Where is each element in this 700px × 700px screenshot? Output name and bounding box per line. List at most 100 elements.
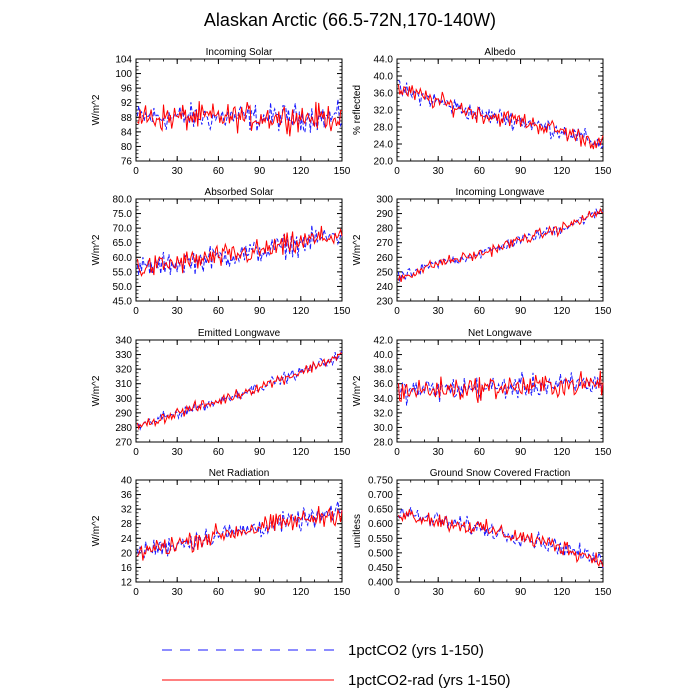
- y-tick-label: 230: [376, 297, 393, 308]
- x-tick-label: 0: [133, 587, 139, 598]
- x-tick-label: 90: [254, 587, 266, 598]
- x-tick-label: 120: [553, 306, 570, 317]
- y-axis-label: unitless: [352, 514, 363, 548]
- x-tick-label: 60: [474, 306, 486, 317]
- y-axis-label: W/m^2: [91, 375, 102, 406]
- panel-5: Emitted Longwave W/m^2 0 30 60 90 120 150 270 280…: [91, 328, 351, 458]
- x-tick-label: 120: [292, 587, 309, 598]
- panel-title: Net Longwave: [468, 328, 532, 339]
- x-tick-label: 90: [515, 166, 527, 177]
- y-tick-label: 40: [121, 476, 133, 487]
- y-tick-label: 96: [121, 84, 133, 95]
- x-tick-label: 90: [254, 306, 266, 317]
- x-tick-label: 0: [133, 306, 139, 317]
- y-tick-label: 0.400: [368, 578, 393, 589]
- panel-1: Incoming Solar W/m^2 0 30 60 90 120 150 76 80 84 88…: [91, 47, 351, 177]
- y-tick-label: 28.0: [374, 438, 394, 449]
- x-tick-label: 120: [553, 587, 570, 598]
- x-tick-label: 90: [515, 447, 527, 458]
- panel-2: Albedo % reflected 0 30 60 90 120 150 20.0 24.0 28…: [352, 47, 612, 177]
- series-line-1pctCO2: [398, 79, 604, 150]
- x-tick-label: 30: [172, 447, 184, 458]
- y-tick-label: 76: [121, 157, 133, 168]
- y-tick-label: 260: [376, 253, 393, 264]
- y-tick-label: 280: [376, 224, 393, 235]
- y-tick-label: 80.0: [113, 195, 133, 206]
- y-tick-label: 80: [121, 142, 133, 153]
- x-tick-label: 60: [213, 306, 225, 317]
- y-axis-label: % reflected: [352, 85, 363, 135]
- panel-8: Ground Snow Covered Fraction unitless 0 30 6…: [352, 468, 612, 598]
- y-tick-label: 340: [115, 336, 132, 347]
- legend: 1pctCO2 (yrs 1-150) 1pctCO2-rad (yrs 1-1…: [162, 642, 511, 689]
- y-tick-label: 0.750: [368, 476, 393, 487]
- y-tick-label: 16: [121, 563, 133, 574]
- x-tick-label: 30: [172, 306, 184, 317]
- y-tick-label: 0.550: [368, 534, 393, 545]
- y-tick-label: 75.0: [113, 209, 133, 220]
- y-tick-label: 28.0: [374, 123, 394, 134]
- plot-frame: [135, 198, 343, 302]
- x-tick-label: 60: [213, 166, 225, 177]
- panel-title: Net Radiation: [209, 468, 270, 479]
- y-axis-label: W/m^2: [91, 234, 102, 265]
- series-line-1pctCO2-rad: [397, 509, 604, 568]
- y-tick-label: 24: [121, 534, 133, 545]
- y-tick-label: 104: [115, 55, 132, 66]
- series-line-1pctCO2-rad: [137, 101, 343, 137]
- series-line-1pctCO2-rad: [136, 505, 343, 561]
- x-tick-label: 60: [474, 166, 486, 177]
- legend-label-1pctCO2: 1pctCO2 (yrs 1-150): [348, 642, 484, 659]
- x-tick-label: 0: [394, 306, 400, 317]
- series-line-1pctCO2-rad: [397, 207, 604, 283]
- y-tick-label: 92: [121, 98, 133, 109]
- y-tick-label: 330: [115, 350, 132, 361]
- plot-frame: [135, 339, 343, 443]
- y-tick-label: 38.0: [374, 365, 394, 376]
- y-tick-label: 300: [376, 195, 393, 206]
- y-tick-label: 40.0: [374, 350, 394, 361]
- y-tick-label: 40.0: [374, 72, 394, 83]
- y-tick-label: 28: [121, 519, 133, 530]
- y-tick-label: 280: [115, 423, 132, 434]
- series-line-1pctCO2: [136, 225, 343, 275]
- x-tick-label: 150: [595, 166, 612, 177]
- y-tick-label: 0.650: [368, 505, 393, 516]
- x-tick-label: 0: [394, 166, 400, 177]
- y-tick-label: 70.0: [113, 224, 133, 235]
- x-tick-label: 60: [213, 447, 225, 458]
- y-tick-label: 84: [121, 127, 133, 138]
- series-line-1pctCO2: [136, 501, 343, 559]
- x-tick-label: 60: [474, 447, 486, 458]
- figure-title: Alaskan Arctic (66.5-72N,170-140W): [204, 10, 496, 30]
- y-tick-label: 310: [115, 379, 132, 390]
- series-line-1pctCO2: [398, 507, 604, 569]
- panel-title: Absorbed Solar: [205, 187, 275, 198]
- x-tick-label: 120: [292, 166, 309, 177]
- y-tick-label: 50.0: [113, 282, 133, 293]
- y-tick-label: 320: [115, 365, 132, 376]
- x-tick-label: 150: [334, 306, 351, 317]
- y-tick-label: 36: [121, 490, 133, 501]
- series-line-1pctCO2-rad: [397, 84, 604, 150]
- panel-title: Albedo: [484, 47, 516, 58]
- series-line-1pctCO2-rad: [397, 370, 604, 404]
- y-tick-label: 0.500: [368, 548, 393, 559]
- y-tick-label: 290: [376, 209, 393, 220]
- x-tick-label: 0: [394, 447, 400, 458]
- x-tick-label: 0: [394, 587, 400, 598]
- y-tick-label: 0.700: [368, 490, 393, 501]
- y-tick-label: 45.0: [113, 297, 133, 308]
- y-tick-label: 20: [121, 548, 133, 559]
- x-tick-label: 30: [172, 587, 184, 598]
- y-tick-label: 65.0: [113, 238, 133, 249]
- series-line-1pctCO2: [397, 371, 604, 406]
- panel-title: Incoming Longwave: [456, 187, 545, 198]
- x-tick-label: 60: [213, 587, 225, 598]
- x-tick-label: 150: [595, 447, 612, 458]
- series-line-1pctCO2-rad: [136, 225, 343, 277]
- x-tick-label: 90: [254, 166, 266, 177]
- y-axis-label: W/m^2: [91, 94, 102, 125]
